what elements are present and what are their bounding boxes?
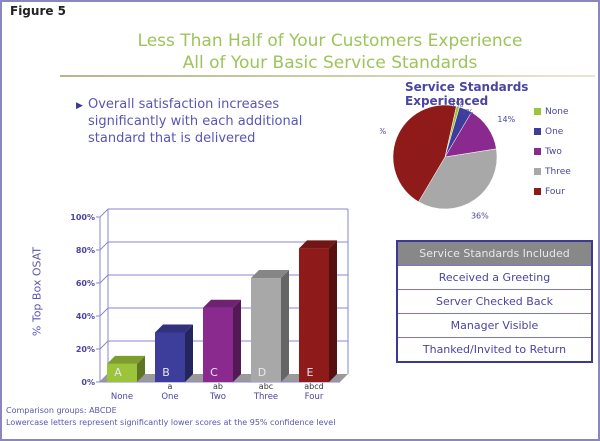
x-tick-label: Three <box>253 392 278 402</box>
legend-item-two: Two <box>534 147 562 157</box>
bar-significance: a <box>168 382 173 391</box>
bar-top <box>107 355 145 364</box>
bar-group-letter: B <box>162 366 170 379</box>
pie-label-one: 4% <box>461 108 474 117</box>
footnote-confidence: Lowercase letters represent significantl… <box>6 418 336 427</box>
bar-top <box>155 324 193 333</box>
legend-item-four: Four <box>534 187 565 197</box>
bullet-point: ▶ Overall satisfaction increases signifi… <box>76 96 358 147</box>
pie-label-none: 1% <box>451 100 464 109</box>
x-tick-label: None <box>111 392 133 402</box>
bar-two <box>203 307 233 382</box>
legend-item-one: One <box>534 127 563 137</box>
x-tick-label: Four <box>305 392 324 402</box>
bar-none <box>107 363 137 382</box>
bar-top <box>299 240 337 249</box>
bar-one <box>155 332 185 382</box>
title-line-1: Less Than Half of Your Customers Experie… <box>137 31 523 51</box>
title-line-2: All of Your Basic Service Standards <box>182 53 478 73</box>
page-title: Less Than Half of Your Customers Experie… <box>60 30 600 74</box>
gridline-diag <box>99 340 109 350</box>
pie-label-four: 45% <box>380 127 387 136</box>
bar-top <box>251 270 289 279</box>
legend-label: Four <box>545 187 565 197</box>
bar-side <box>233 299 241 382</box>
legend-label: Three <box>545 167 571 177</box>
legend-label: One <box>545 127 564 137</box>
legend-item-three: Three <box>534 167 571 177</box>
bar-group-letter: D <box>258 366 266 379</box>
gridline-diag <box>99 208 109 218</box>
figure-label: Figure 5 <box>10 4 67 18</box>
pie-title: Service Standards Experienced <box>405 80 529 108</box>
bar-side <box>137 355 145 382</box>
standards-row: Server Checked Back <box>398 289 591 313</box>
y-tick-label: 80% <box>76 246 95 255</box>
bar-significance: ab <box>213 382 223 391</box>
bullet-text: Overall satisfaction increases significa… <box>88 97 303 146</box>
legend-swatch <box>534 148 541 155</box>
title-divider <box>60 75 595 77</box>
y-tick-label: 0% <box>81 378 95 387</box>
gridline-diag <box>99 274 109 284</box>
standards-row: Manager Visible <box>398 313 591 337</box>
pie-label-three: 36% <box>471 211 489 220</box>
bar-three <box>251 278 281 382</box>
pie-chart: 1%4% 14% 36% 45% <box>380 100 516 220</box>
y-tick-label: 40% <box>76 312 95 321</box>
gridline-diag <box>99 307 109 317</box>
bullet-arrow-icon: ▶ <box>76 101 83 111</box>
footnote-comparison: Comparison groups: ABCDE <box>6 406 117 415</box>
x-tick-label: One <box>161 392 178 402</box>
standards-table-header: Service Standards Included <box>398 242 591 265</box>
legend-label: None <box>545 107 569 117</box>
bar-top <box>203 299 241 308</box>
gridline-diag <box>99 241 109 251</box>
bar-side <box>185 324 193 382</box>
legend-label: Two <box>545 147 562 157</box>
bar-significance: abcd <box>304 382 323 391</box>
legend-swatch <box>534 108 541 115</box>
y-tick-label: 60% <box>76 279 95 288</box>
standards-row: Thanked/Invited to Return <box>398 337 591 361</box>
bar-group-letter: A <box>114 366 122 379</box>
standards-row: Received a Greeting <box>398 265 591 289</box>
bar-side <box>281 270 289 382</box>
x-tick-label: Two <box>209 392 226 402</box>
pie-slice-three <box>418 148 498 210</box>
bar-group-letter: E <box>307 366 314 379</box>
bar-side <box>329 240 337 382</box>
pie-label-two: 14% <box>497 115 515 124</box>
legend-swatch <box>534 128 541 135</box>
bar-group-letter: C <box>210 366 218 379</box>
legend-item-none: None <box>534 107 568 117</box>
y-tick-label: 20% <box>76 345 95 354</box>
legend-swatch <box>534 168 541 175</box>
bar-four <box>299 248 329 382</box>
legend-swatch <box>534 188 541 195</box>
pie-slice-four <box>392 104 457 203</box>
y-tick-label: 100% <box>70 213 95 222</box>
standards-table: Service Standards Included Received a Gr… <box>396 240 593 363</box>
bar-significance: abc <box>259 382 273 391</box>
bar-y-axis-title: % Top Box OSAT <box>30 246 44 337</box>
